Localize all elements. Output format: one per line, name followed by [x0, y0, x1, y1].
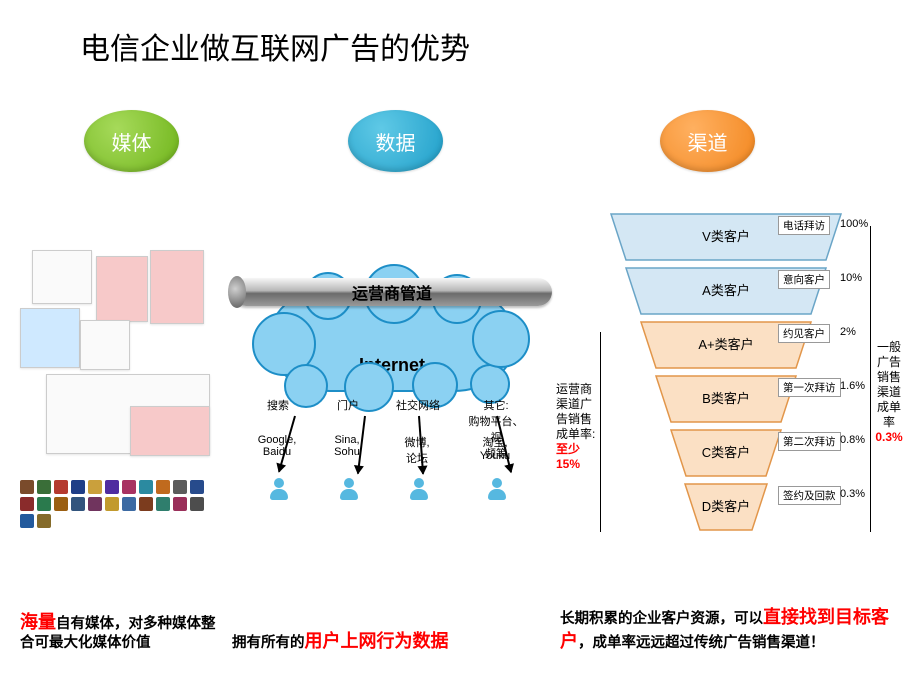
- funnel-stage-tag: 第二次拜访: [778, 432, 841, 451]
- media-icon: [20, 497, 34, 511]
- right-brace: [870, 226, 871, 532]
- left-brace: [600, 332, 601, 532]
- funnel: V类客户电话拜访 100% A类客户意向客户 10% A+类客户约见客户 2% B类客户第一…: [582, 200, 912, 550]
- caption-data: 拥有所有的用户上网行为数据: [232, 629, 542, 654]
- media-icon: [105, 497, 119, 511]
- pill-data: 数据: [348, 110, 443, 172]
- media-icon: [156, 497, 170, 511]
- pipe-label: 运营商管道: [352, 280, 432, 304]
- person-icon: [340, 478, 358, 500]
- branch-bottom-label: Sina, Sohu: [312, 434, 382, 458]
- media-icon: [190, 480, 204, 494]
- caption-media: 海量自有媒体，对多种媒体整合可最大化媒体价值: [20, 610, 220, 654]
- branch-bottom-label: Google, Baidu: [242, 434, 312, 458]
- funnel-stage-tag: 意向客户: [778, 270, 830, 289]
- media-icon: [71, 497, 85, 511]
- media-icon: [88, 480, 102, 494]
- operator-pipe: 运营商管道: [232, 278, 552, 306]
- media-icon: [173, 480, 187, 494]
- funnel-stage-label: D类客户: [666, 496, 786, 515]
- person-icon: [270, 478, 288, 500]
- media-icon: [20, 480, 34, 494]
- branch-bottom-label: 微博, 论坛: [382, 434, 452, 466]
- right-note: 一般广告销售渠道成单率 0.3%: [874, 340, 904, 445]
- media-icon: [37, 480, 51, 494]
- funnel-stage-pct: 0.8%: [840, 434, 865, 446]
- collage-thumb: [96, 256, 148, 322]
- pill-media: 媒体: [84, 110, 179, 172]
- media-icon: [54, 480, 68, 494]
- branch-top-label: 门户: [318, 397, 378, 413]
- media-icon: [37, 497, 51, 511]
- pill-channel: 渠道: [660, 110, 755, 172]
- media-icon: [156, 480, 170, 494]
- branch-bottom-label: 淘宝, Youku: [460, 434, 530, 462]
- collage-thumb: [80, 320, 130, 370]
- person-icon: [488, 478, 506, 500]
- funnel-stage-label: A+类客户: [666, 334, 786, 353]
- media-icon: [88, 497, 102, 511]
- media-icon: [20, 514, 34, 528]
- media-icon: [139, 497, 153, 511]
- internet-diagram: Internet 运营商管道 搜索Google, Baidu门户Sina, So…: [232, 240, 552, 520]
- funnel-stage-tag: 第一次拜访: [778, 378, 841, 397]
- funnel-stage-label: V类客户: [666, 226, 786, 245]
- funnel-stage-pct: 1.6%: [840, 380, 865, 392]
- page-title: 电信企业做互联网广告的优势: [80, 24, 470, 68]
- left-note: 运营商渠道广告销售成单率: 至少 15%: [556, 382, 600, 472]
- funnel-stage-tag: 约见客户: [778, 324, 830, 343]
- funnel-stage-label: A类客户: [666, 280, 786, 299]
- funnel-stage-pct: 0.3%: [840, 488, 865, 500]
- media-icon: [139, 480, 153, 494]
- media-collage: [20, 250, 210, 480]
- media-icon-row: [20, 480, 210, 528]
- funnel-stage-pct: 10%: [840, 272, 862, 284]
- person-icon: [410, 478, 428, 500]
- collage-thumb: [20, 308, 80, 368]
- media-icon: [173, 497, 187, 511]
- collage-thumb: [150, 250, 204, 324]
- media-icon: [54, 497, 68, 511]
- funnel-stage-tag: 签约及回款: [778, 486, 841, 505]
- media-icon: [71, 480, 85, 494]
- media-icon: [122, 497, 136, 511]
- branch-top-label: 搜索: [248, 397, 308, 413]
- funnel-stage-pct: 100%: [840, 218, 868, 230]
- media-icon: [105, 480, 119, 494]
- collage-thumb: [32, 250, 92, 304]
- funnel-stage-pct: 2%: [840, 326, 856, 338]
- funnel-stage-tag: 电话拜访: [778, 216, 830, 235]
- branch-top-label: 社交网络: [388, 397, 448, 413]
- media-icon: [37, 514, 51, 528]
- media-icon: [190, 497, 204, 511]
- funnel-stage-label: B类客户: [666, 388, 786, 407]
- media-icon: [122, 480, 136, 494]
- caption-channel: 长期积累的企业客户资源，可以直接找到目标客户，成单率远远超过传统广告销售渠道！: [560, 605, 900, 654]
- funnel-stage-label: C类客户: [666, 442, 786, 461]
- collage-thumb: [130, 406, 210, 456]
